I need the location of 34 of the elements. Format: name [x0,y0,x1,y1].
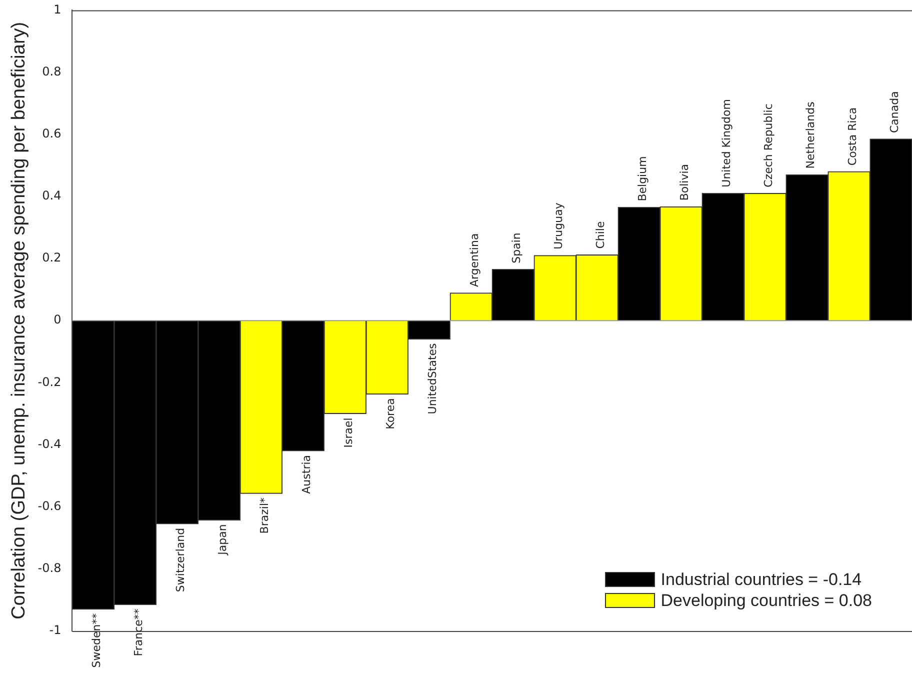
x-tick-label: Czech Republic [762,104,775,188]
legend-label: Industrial countries = -0.14 [660,570,862,590]
x-tick-label: Netherlands [804,101,817,169]
x-tick-label: Belgium [636,156,649,202]
y-tick-label: -0.4 [38,436,62,451]
x-tick-label: Austria [300,454,314,494]
x-tick-label: Sweden** [90,612,104,668]
x-tick-label: Costa Rica [846,107,859,166]
y-tick-label: 0.2 [42,250,62,265]
y-tick-label: 1 [54,2,62,16]
x-tick-label: UnitedStates [426,342,439,414]
y-axis-title: Correlation (GDP, unemp. insurance average spending per beneficiary) [8,22,30,620]
x-tick-label: Switzerland [174,528,188,592]
y-tick-label: 0.8 [42,64,62,78]
y-tick-label: 0.4 [42,188,62,203]
y-tick-label: -0.6 [38,498,62,513]
x-tick-label: Uruguay [552,202,565,250]
y-tick-label: -0.8 [38,561,62,576]
y-tick-label: -1 [49,623,62,638]
x-tick-label: Chile [594,221,607,249]
x-tick-label: Japan [216,524,230,556]
x-tick-label: Brazil* [258,497,272,534]
x-tick-label: Spain [510,232,523,264]
x-tick-label: Korea [384,398,397,430]
x-tick-label: Canada [888,91,901,134]
x-tick-label: Bolivia [678,164,691,201]
y-tick-label: 0.6 [42,126,62,140]
y-tick-label: 0 [54,312,62,327]
x-tick-label: France** [132,608,146,656]
x-tick-label: Argentina [468,233,481,287]
x-tick-label: United Kingdom [720,99,733,188]
y-tick-label: -0.2 [38,374,62,389]
x-tick-label: Israel [342,418,356,448]
legend-label: Developing countries = 0.08 [660,590,872,610]
